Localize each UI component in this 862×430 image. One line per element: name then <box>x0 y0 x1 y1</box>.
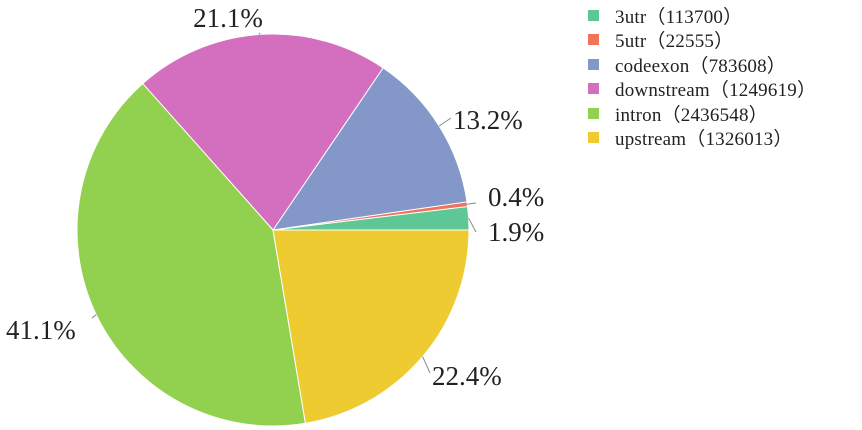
legend-item-5utr: 5utr（22555） <box>588 28 816 53</box>
legend-swatch-5utr <box>588 34 599 46</box>
legend-label-downstream: downstream（1249619） <box>615 80 817 102</box>
label-leader-lines <box>91 32 477 374</box>
percent-label-3utr: 1.9% <box>488 217 544 247</box>
legend-item-downstream: downstream（1249619） <box>588 77 817 102</box>
percent-label-codeexon: 13.2% <box>453 105 523 135</box>
legend-swatch-upstream <box>588 132 599 144</box>
pie-slices <box>76 33 470 427</box>
leader-line-3utr <box>468 217 477 233</box>
percent-label-intron: 41.1% <box>6 315 76 345</box>
leader-line-codeexon <box>438 117 452 127</box>
legend-label-codeexon: codeexon（783608） <box>615 55 786 77</box>
legend-item-3utr: 3utr（113700） <box>588 3 816 28</box>
legend-item-upstream: upstream（1326013） <box>588 126 816 151</box>
legend-swatch-intron <box>588 107 599 119</box>
legend-swatch-downstream <box>588 83 599 95</box>
legend-item-codeexon: codeexon（783608） <box>588 52 816 77</box>
pie-slice-intron <box>76 82 307 427</box>
percent-label-downstream: 21.1% <box>193 3 263 33</box>
legend-label-3utr: 3utr（113700） <box>615 6 743 28</box>
legend-label-intron: intron（2436548） <box>615 104 768 126</box>
percent-labels: 1.9% 0.4% 13.2% 21.1% 41.1% 22.4% <box>6 3 544 391</box>
legend: 3utr（113700） 5utr（22555） codeexon（783608） d… <box>588 3 816 150</box>
pie-slice-upstream <box>272 229 470 424</box>
legend-label-5utr: 5utr（22555） <box>615 31 734 53</box>
pie-slice-downstream <box>142 33 384 231</box>
leader-line-downstream <box>258 32 261 35</box>
legend-swatch-3utr <box>588 9 599 21</box>
leader-line-intron <box>91 314 97 319</box>
legend-label-upstream: upstream（1326013） <box>615 129 793 151</box>
leader-line-upstream <box>422 356 431 374</box>
leader-line-5utr <box>467 202 477 205</box>
legend-item-intron: intron（2436548） <box>588 101 816 126</box>
percent-label-upstream: 22.4% <box>432 361 502 391</box>
legend-swatch-codeexon <box>588 58 599 70</box>
percent-label-5utr: 0.4% <box>488 182 544 212</box>
